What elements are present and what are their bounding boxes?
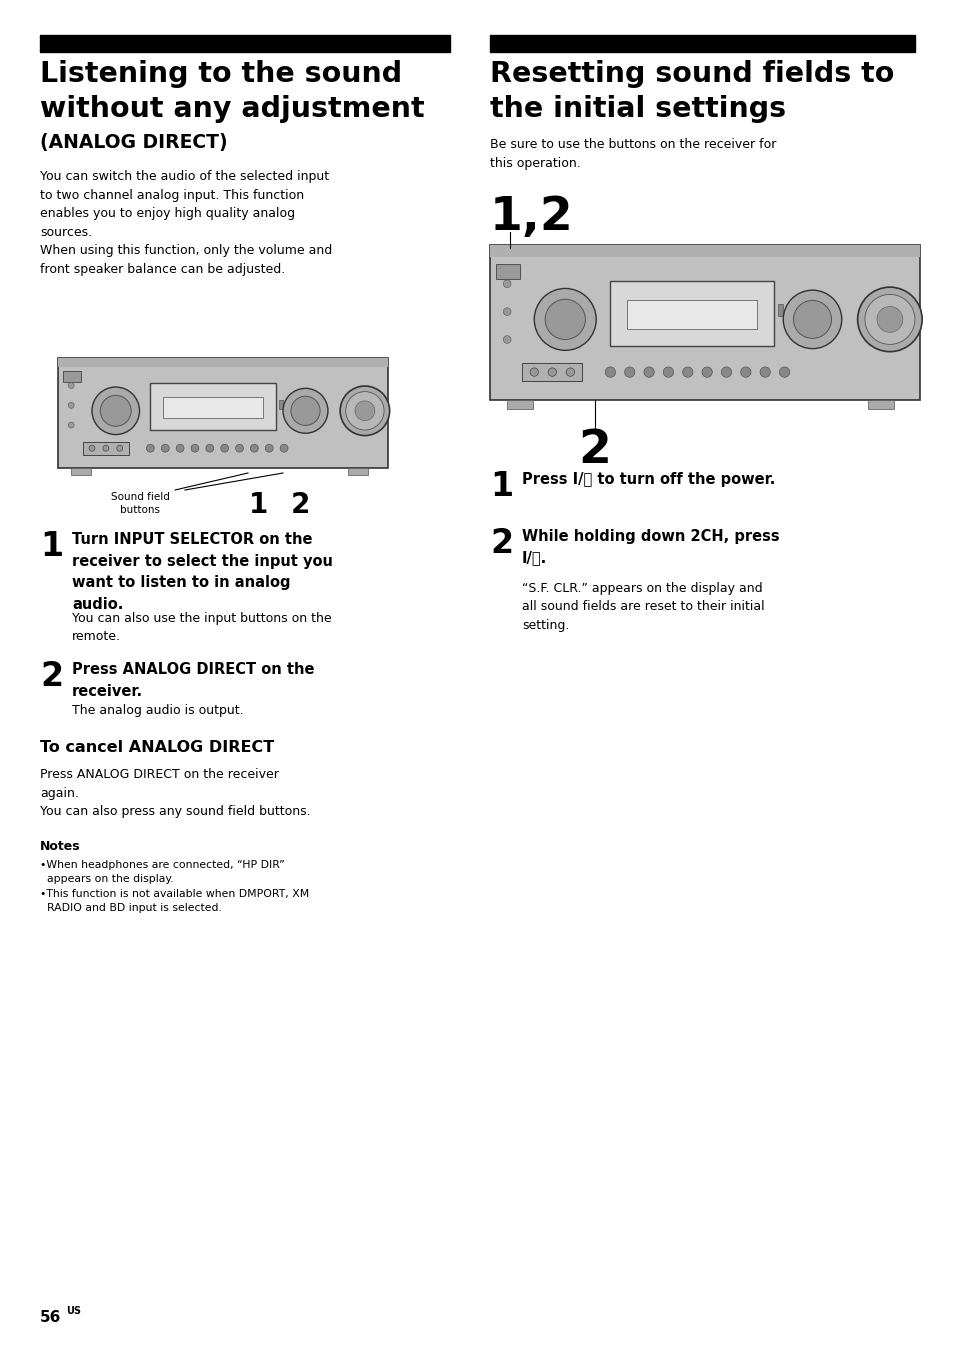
Text: 2: 2	[290, 491, 310, 519]
Bar	[58, 358, 388, 366]
Ellipse shape	[103, 445, 109, 452]
Text: •When headphones are connected, “HP DIR”
  appears on the display.
•This functio: •When headphones are connected, “HP DIR”…	[40, 860, 309, 913]
Ellipse shape	[69, 422, 74, 429]
Bar	[521, 362, 582, 381]
Bar	[83, 442, 129, 454]
Ellipse shape	[250, 445, 258, 452]
Text: Press ANALOG DIRECT on the receiver
again.
You can also press any sound field bu: Press ANALOG DIRECT on the receiver agai…	[40, 768, 311, 818]
Text: Be sure to use the buttons on the receiver for
this operation.: Be sure to use the buttons on the receiv…	[490, 138, 776, 169]
Text: The analog audio is output.: The analog audio is output.	[71, 704, 243, 717]
Bar	[867, 400, 893, 410]
Bar	[490, 245, 919, 257]
Text: without any adjustment: without any adjustment	[40, 95, 424, 123]
Text: While holding down 2CH, press
I/⏻.: While holding down 2CH, press I/⏻.	[521, 529, 779, 565]
Text: “S.F. CLR.” appears on the display and
all sound fields are reset to their initi: “S.F. CLR.” appears on the display and a…	[521, 581, 763, 631]
Text: You can also use the input buttons on the
remote.: You can also use the input buttons on th…	[71, 612, 332, 644]
Ellipse shape	[176, 445, 184, 452]
Ellipse shape	[857, 287, 922, 352]
Bar	[610, 281, 773, 346]
Text: You can switch the audio of the selected input
to two channel analog input. This: You can switch the audio of the selected…	[40, 170, 332, 276]
Text: 1: 1	[490, 470, 513, 503]
Ellipse shape	[235, 445, 243, 452]
Ellipse shape	[340, 387, 389, 435]
Ellipse shape	[864, 295, 914, 345]
Ellipse shape	[782, 291, 841, 349]
Text: (ANALOG DIRECT): (ANALOG DIRECT)	[40, 132, 228, 151]
Bar	[151, 384, 275, 430]
Ellipse shape	[682, 366, 692, 377]
Ellipse shape	[116, 445, 123, 452]
Ellipse shape	[100, 395, 132, 426]
Ellipse shape	[624, 366, 635, 377]
Ellipse shape	[544, 299, 585, 339]
Bar	[490, 35, 914, 51]
Text: Notes: Notes	[40, 840, 81, 853]
Ellipse shape	[191, 445, 199, 452]
Ellipse shape	[503, 280, 511, 288]
Ellipse shape	[779, 366, 789, 377]
Text: Listening to the sound: Listening to the sound	[40, 59, 402, 88]
Ellipse shape	[534, 288, 596, 350]
Text: 1: 1	[40, 530, 63, 562]
Text: 56: 56	[40, 1310, 61, 1325]
Text: 2: 2	[40, 660, 63, 694]
Ellipse shape	[147, 445, 154, 452]
Ellipse shape	[548, 368, 556, 376]
Ellipse shape	[720, 366, 731, 377]
Bar	[496, 264, 519, 279]
Bar	[348, 468, 368, 475]
Text: 1,2: 1,2	[490, 195, 573, 241]
Ellipse shape	[89, 445, 95, 452]
Ellipse shape	[291, 396, 320, 426]
Bar	[40, 35, 450, 51]
Bar	[626, 300, 757, 330]
Ellipse shape	[740, 366, 750, 377]
Ellipse shape	[220, 445, 229, 452]
Ellipse shape	[91, 387, 139, 434]
Bar	[778, 304, 782, 316]
Text: 2: 2	[578, 429, 611, 473]
Ellipse shape	[161, 445, 169, 452]
Bar	[490, 245, 919, 400]
Ellipse shape	[265, 445, 273, 452]
Bar	[507, 400, 533, 410]
Ellipse shape	[355, 402, 375, 420]
Ellipse shape	[566, 368, 574, 376]
Ellipse shape	[760, 366, 770, 377]
Ellipse shape	[662, 366, 673, 377]
Bar	[163, 397, 263, 418]
Ellipse shape	[876, 307, 902, 333]
Ellipse shape	[280, 445, 288, 452]
Ellipse shape	[503, 335, 511, 343]
Text: Sound field
buttons: Sound field buttons	[111, 492, 170, 515]
Text: US: US	[66, 1306, 81, 1315]
Bar	[58, 358, 388, 468]
Text: the initial settings: the initial settings	[490, 95, 785, 123]
Text: 2: 2	[490, 527, 513, 560]
Ellipse shape	[345, 392, 384, 430]
Text: To cancel ANALOG DIRECT: To cancel ANALOG DIRECT	[40, 740, 274, 754]
Bar	[71, 468, 91, 475]
Text: 1: 1	[249, 491, 269, 519]
Ellipse shape	[604, 366, 615, 377]
Ellipse shape	[793, 300, 831, 338]
Text: Turn INPUT SELECTOR on the
receiver to select the input you
want to listen to in: Turn INPUT SELECTOR on the receiver to s…	[71, 531, 333, 612]
Text: Press I/⏻ to turn off the power.: Press I/⏻ to turn off the power.	[521, 472, 775, 487]
Ellipse shape	[643, 366, 654, 377]
Text: Press ANALOG DIRECT on the
receiver.: Press ANALOG DIRECT on the receiver.	[71, 662, 314, 699]
Bar	[279, 400, 283, 408]
Ellipse shape	[206, 445, 213, 452]
Ellipse shape	[283, 388, 328, 433]
Ellipse shape	[69, 383, 74, 388]
Ellipse shape	[530, 368, 537, 376]
Ellipse shape	[503, 308, 511, 315]
Ellipse shape	[701, 366, 712, 377]
Ellipse shape	[69, 403, 74, 408]
Text: Resetting sound fields to: Resetting sound fields to	[490, 59, 894, 88]
Bar	[63, 372, 81, 383]
